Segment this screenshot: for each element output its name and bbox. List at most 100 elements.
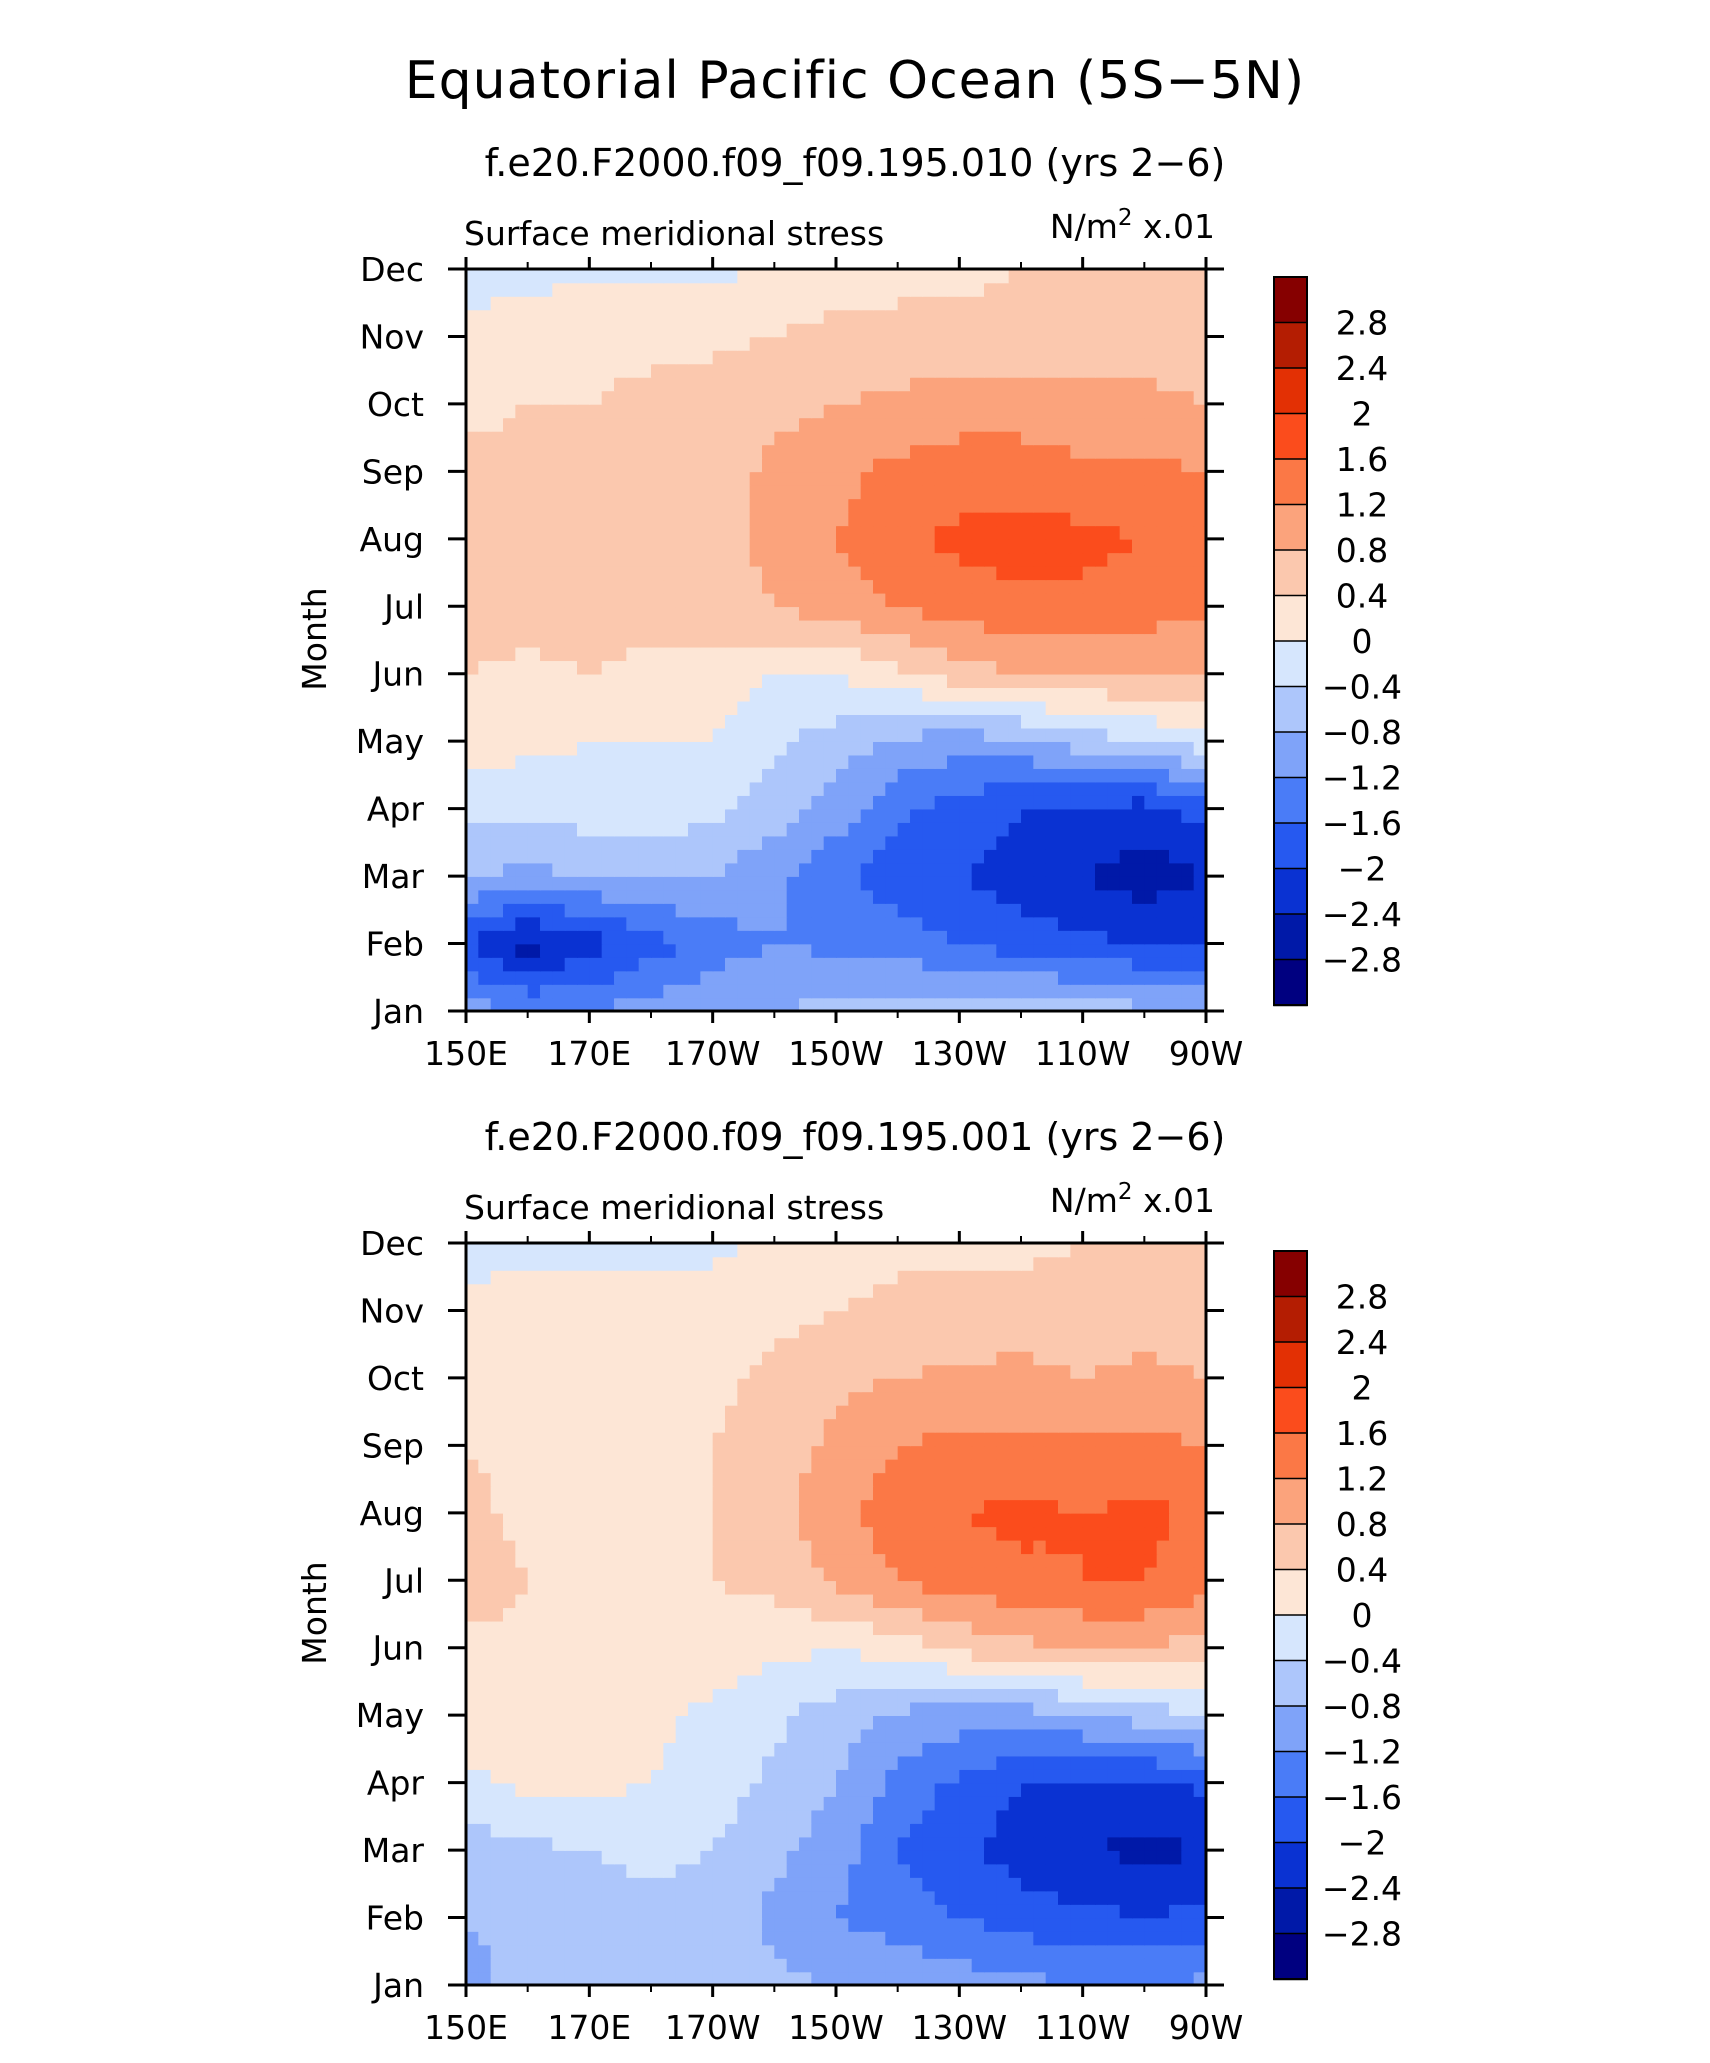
heatmap-cell [898,471,911,485]
heatmap-cell [910,377,923,391]
heatmap-cell [774,431,787,445]
heatmap-cell [737,701,750,715]
heatmap-cell [848,890,861,904]
heatmap-cell [639,984,652,998]
heatmap-cell [602,795,615,809]
heatmap-cell [1058,323,1071,337]
heatmap-cell [750,1702,763,1716]
heatmap-cell [602,1634,615,1648]
heatmap-cell [491,849,504,863]
heatmap-cell [589,633,602,647]
heatmap-cell [639,525,652,539]
heatmap-cell [922,1634,935,1648]
heatmap-cell [676,768,689,782]
heatmap-cell [959,1715,972,1729]
heatmap-cell [898,512,911,526]
colorbar-box [1274,732,1307,778]
heatmap-cell [947,458,960,472]
heatmap-cell [984,1715,997,1729]
heatmap-cell [565,660,578,674]
heatmap-cell [922,782,935,796]
heatmap-cell [1009,741,1022,755]
heatmap-cell [614,917,627,931]
heatmap-cell [1157,525,1170,539]
heatmap-cell [1169,674,1182,688]
heatmap-cell [873,782,886,796]
heatmap-cell [1058,809,1071,823]
heatmap-cell [540,431,553,445]
heatmap-cell [1144,1850,1157,1864]
heatmap-cell [922,1877,935,1891]
heatmap-cell [565,755,578,769]
heatmap-cell [1070,444,1083,458]
heatmap-cell [873,512,886,526]
heatmap-cell [1144,674,1157,688]
heatmap-cell [713,606,726,620]
y-tick-label: Jan [371,992,424,1031]
heatmap-cell [737,323,750,337]
heatmap-cell [799,309,812,323]
heatmap-cell [602,687,615,701]
heatmap-cell [688,296,701,310]
heatmap-cell [651,903,664,917]
panel-1-colorbar: 2.82.421.61.20.80.40−0.4−0.8−1.2−1.6−2−2… [1274,277,1402,1006]
heatmap-cell [1157,1769,1170,1783]
heatmap-cell [799,741,812,755]
heatmap-cell [811,782,824,796]
heatmap-cell [651,795,664,809]
heatmap-cell [626,1958,639,1972]
heatmap-cell [737,282,750,296]
heatmap-cell [1157,498,1170,512]
heatmap-cell [861,593,874,607]
heatmap-cell [811,660,824,674]
heatmap-cell [774,1796,787,1810]
heatmap-cell [1083,1810,1096,1824]
heatmap-cell [1083,566,1096,580]
heatmap-cell [614,566,627,580]
heatmap-cell [491,444,504,458]
heatmap-cell [996,1796,1009,1810]
heatmap-cell [1144,269,1157,283]
heatmap-cell [577,836,590,850]
heatmap-cell [466,1675,479,1689]
heatmap-cell [824,876,837,890]
heatmap-cell [614,390,627,404]
heatmap-cell [528,1904,541,1918]
heatmap-cell [503,525,516,539]
heatmap-cell [1144,1864,1157,1878]
heatmap-cell [577,1810,590,1824]
heatmap-cell [663,1702,676,1716]
heatmap-cell [898,296,911,310]
heatmap-cell [466,1796,479,1810]
heatmap-cell [1021,282,1034,296]
heatmap-cell [762,485,775,499]
heatmap-cell [1132,566,1145,580]
heatmap-cell [688,714,701,728]
heatmap-cell [1157,971,1170,985]
heatmap-cell [885,404,898,418]
heatmap-cell [984,633,997,647]
heatmap-cell [1120,1945,1133,1959]
heatmap-cell [947,944,960,958]
heatmap-cell [676,1702,689,1716]
heatmap-cell [1058,633,1071,647]
heatmap-cell [1046,728,1059,742]
heatmap-cell [565,984,578,998]
heatmap-cell [614,768,627,782]
heatmap-cell [898,498,911,512]
heatmap-cell [873,1904,886,1918]
heatmap-cell [713,363,726,377]
heatmap-cell [1095,458,1108,472]
heatmap-cell [713,1769,726,1783]
heatmap-cell [626,1931,639,1945]
heatmap-cell [848,782,861,796]
heatmap-cell [799,282,812,296]
x-tick-label: 150W [788,1034,884,1073]
heatmap-cell [885,1688,898,1702]
heatmap-cell [922,741,935,755]
heatmap-cell [552,444,565,458]
heatmap-cell [947,984,960,998]
heatmap-cell [737,1661,750,1675]
heatmap-cell [799,876,812,890]
heatmap-cell [725,701,738,715]
